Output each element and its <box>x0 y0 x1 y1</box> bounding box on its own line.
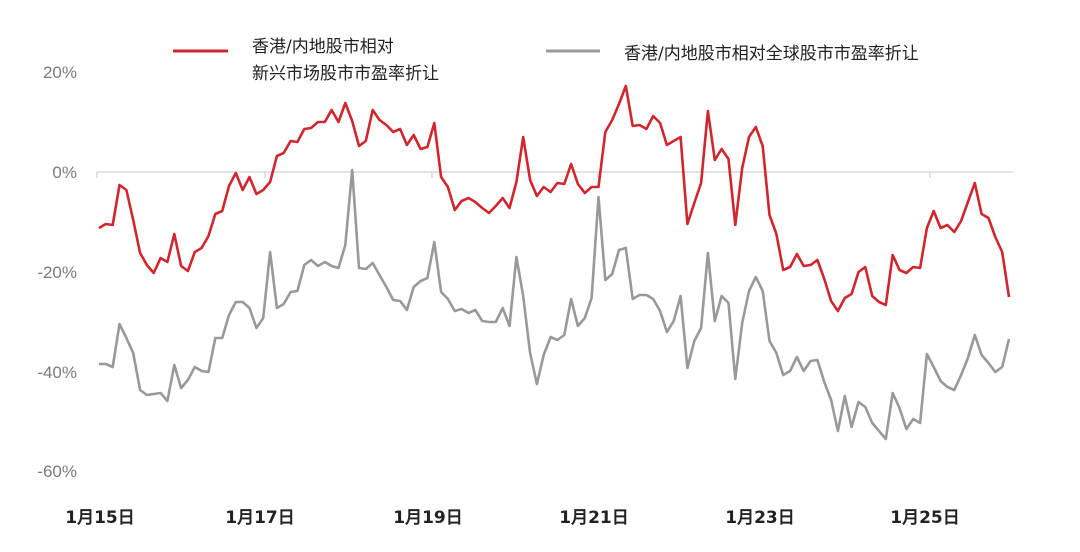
x-tick-label: 1月25日 <box>890 508 960 528</box>
y-tick-label: -40% <box>37 363 77 382</box>
legend: 香港/内地股市相对 新兴市场股市市盈率折让 香港/内地股市相对全球股市市盈率折让 <box>173 37 919 84</box>
x-tick-label: 1月17日 <box>225 508 295 528</box>
legend-red-label-line2: 新兴市场股市市盈率折让 <box>252 64 439 84</box>
x-tick-label: 1月21日 <box>559 508 629 528</box>
x-axis: 1月15日 1月17日 1月19日 1月21日 1月23日 1月25日 <box>65 508 960 528</box>
zero-axis-line <box>96 171 1013 178</box>
legend-red-label-line1: 香港/内地股市相对 <box>252 37 394 57</box>
y-tick-label: -60% <box>37 462 77 481</box>
y-tick-label: 20% <box>43 63 77 82</box>
series-line-global-discount <box>99 168 1011 441</box>
y-tick-label: 0% <box>52 163 77 182</box>
y-axis: 20% 0% -20% -40% -60% <box>37 63 77 481</box>
x-tick-label: 1月19日 <box>393 508 463 528</box>
y-tick-label: -20% <box>37 263 77 282</box>
x-tick-label: 1月15日 <box>65 508 135 528</box>
legend-gray-label: 香港/内地股市相对全球股市市盈率折让 <box>624 44 919 64</box>
x-tick-label: 1月23日 <box>725 508 795 528</box>
series-line-em-discount <box>98 84 1011 313</box>
